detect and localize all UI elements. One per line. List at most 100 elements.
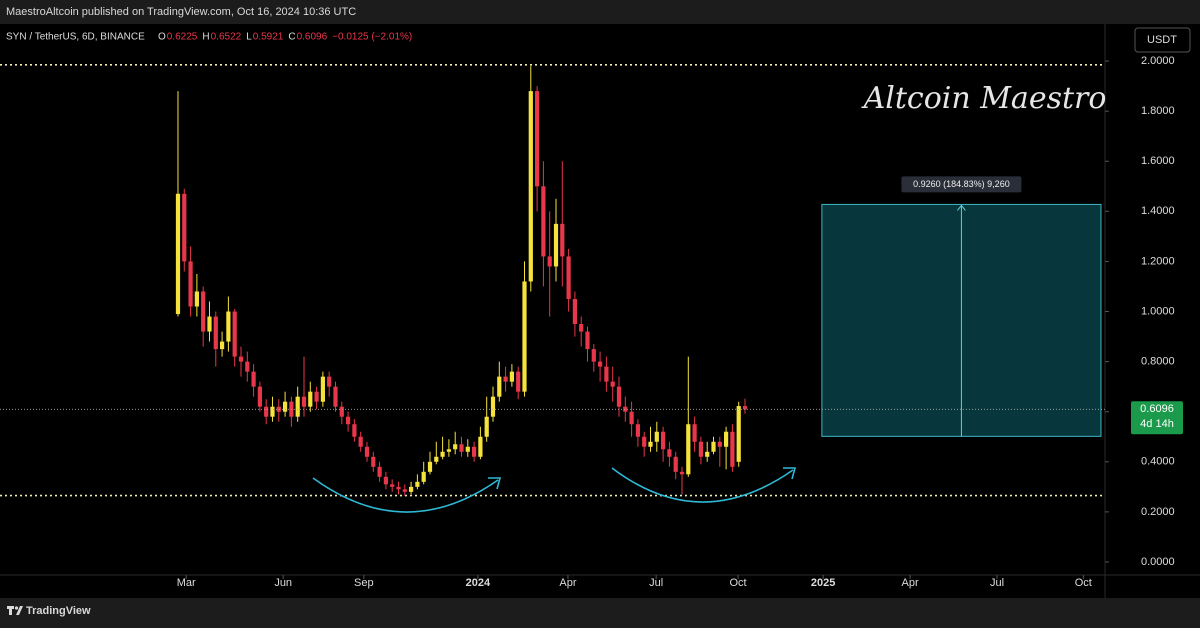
candle-body xyxy=(698,441,704,457)
candle-body xyxy=(264,406,269,417)
candle-body xyxy=(257,386,262,407)
candle-body xyxy=(566,256,571,299)
footer-bar xyxy=(0,598,1200,628)
candle-body xyxy=(654,431,659,442)
candle-body xyxy=(188,261,193,307)
measure-label: 0.9260 (184.83%) 9,260 xyxy=(913,179,1010,189)
candle-body xyxy=(194,291,199,307)
candle-body xyxy=(201,291,206,332)
arrow-head xyxy=(783,467,797,480)
x-tick-label: 2024 xyxy=(466,577,491,589)
legend-value: 0.6522 xyxy=(211,32,242,43)
candle-body xyxy=(572,298,577,325)
candle-body xyxy=(497,376,502,397)
candle-body xyxy=(547,256,552,267)
candle-body xyxy=(522,281,527,392)
candle-body xyxy=(345,416,351,425)
legend-value: 0.6096 xyxy=(297,32,328,43)
candle-body xyxy=(484,416,489,437)
currency-button[interactable] xyxy=(1134,27,1191,53)
candle-body xyxy=(238,356,244,362)
candle-body xyxy=(541,186,546,257)
y-tick-label: 1.2000 xyxy=(1141,255,1175,267)
legend-change: −0.0125 (−2.01%) xyxy=(332,32,412,43)
candle-body xyxy=(371,456,376,467)
candle-body xyxy=(629,411,634,425)
candle-body xyxy=(364,446,370,457)
candle-body xyxy=(490,396,496,417)
y-tick-label: 1.0000 xyxy=(1141,305,1175,317)
y-tick-label: 2.0000 xyxy=(1141,55,1175,67)
legend-key: O xyxy=(158,32,166,43)
candle-body xyxy=(730,431,735,467)
y-tick-label: 0.4000 xyxy=(1141,456,1175,468)
candle-body xyxy=(692,424,697,442)
candle-body xyxy=(509,371,514,382)
candle-body xyxy=(383,476,388,485)
y-tick-label: 1.6000 xyxy=(1141,155,1175,167)
y-tick-label: 0.0000 xyxy=(1141,556,1175,568)
header-bar xyxy=(0,0,1200,24)
candle-body xyxy=(219,341,225,350)
y-tick-label: 1.4000 xyxy=(1141,205,1175,217)
arrow-head xyxy=(488,477,502,490)
candle-body xyxy=(421,471,426,482)
currency: USDT xyxy=(1147,34,1177,46)
publisher: MaestroAltcoin published on TradingView.… xyxy=(6,6,356,18)
legend-value: 0.6225 xyxy=(167,32,198,43)
candle-body xyxy=(276,406,281,412)
candle-body xyxy=(553,223,559,267)
candle-body xyxy=(415,481,420,487)
candle-body xyxy=(282,401,288,412)
candle-body xyxy=(610,381,615,387)
x-tick-label: Jul xyxy=(990,577,1004,589)
candle-body xyxy=(635,424,640,437)
x-tick-label: Jun xyxy=(274,577,292,589)
candle-body xyxy=(478,436,483,457)
candle-body xyxy=(465,446,470,452)
symbol: SYN / TetherUS, 6D, BINANCE xyxy=(6,32,145,43)
candle-body xyxy=(661,431,666,450)
candle-body xyxy=(446,449,451,452)
candle-body xyxy=(440,451,445,457)
candle-body xyxy=(585,331,590,350)
candle-body xyxy=(503,376,508,382)
x-tick-label: Mar xyxy=(177,577,196,589)
candle-body xyxy=(579,324,584,332)
candle-body xyxy=(528,91,533,282)
candle-body xyxy=(301,396,307,407)
y-tick-label: 0.2000 xyxy=(1141,506,1175,518)
candle-body xyxy=(352,424,357,437)
candle-body xyxy=(333,386,338,407)
candle-body xyxy=(390,484,395,487)
y-tick-label: 1.8000 xyxy=(1141,105,1175,117)
candle-body xyxy=(308,391,313,407)
candle-body xyxy=(516,371,521,392)
candle-body xyxy=(270,406,275,417)
candle-body xyxy=(717,441,722,447)
candle-body xyxy=(226,311,231,342)
candle-body xyxy=(182,193,187,262)
tv-logo xyxy=(7,606,23,615)
candle-body xyxy=(396,486,401,490)
candle-body xyxy=(616,386,622,407)
candle-body xyxy=(591,349,596,362)
candle-body xyxy=(642,436,647,447)
candle-body xyxy=(320,376,325,402)
candle-body xyxy=(623,406,628,412)
candle-body xyxy=(453,444,458,450)
candle-body xyxy=(327,376,332,387)
candle-body xyxy=(597,361,603,367)
curve-arrow xyxy=(312,477,499,513)
x-tick-label: Jul xyxy=(649,577,663,589)
x-tick-label: Oct xyxy=(1075,577,1092,589)
candle-body xyxy=(358,436,363,447)
measure-label-box xyxy=(901,176,1022,193)
candle-body xyxy=(673,456,678,472)
candle-body xyxy=(207,316,212,332)
countdown: 4d 14h xyxy=(1140,418,1174,430)
candle-body xyxy=(679,471,685,475)
candle-body xyxy=(245,361,250,372)
candle-body xyxy=(648,441,653,447)
candle-body xyxy=(339,406,344,417)
